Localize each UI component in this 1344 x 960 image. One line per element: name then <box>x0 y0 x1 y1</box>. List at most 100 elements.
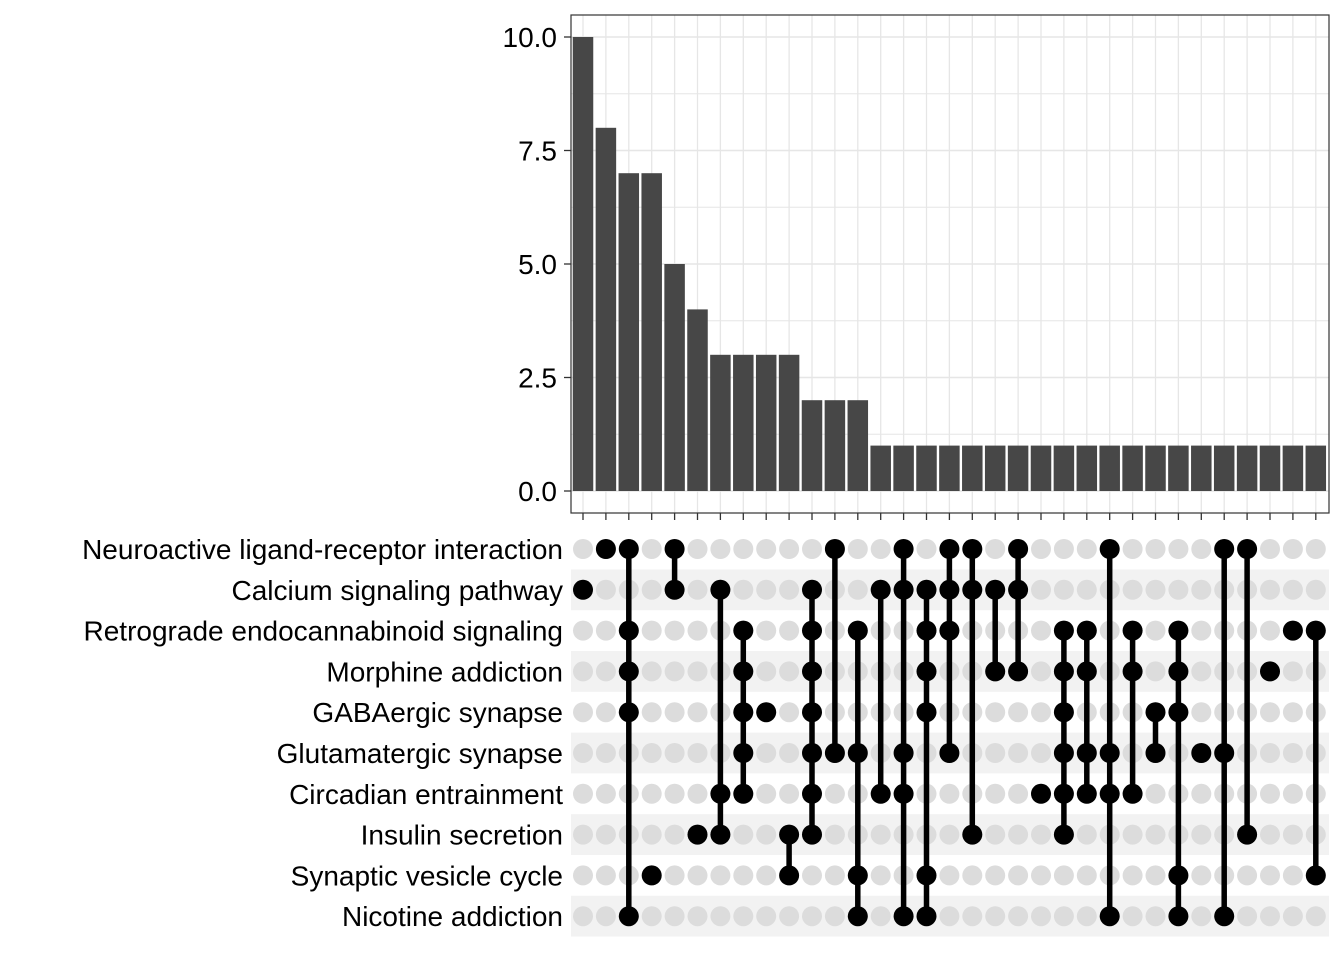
matrix-dot-inactive <box>1076 906 1097 927</box>
matrix-dot-inactive <box>573 661 593 682</box>
bar <box>595 127 617 492</box>
matrix-dot-active <box>1099 783 1120 804</box>
matrix-dot-inactive <box>1145 865 1166 886</box>
matrix-dot-inactive <box>687 743 708 763</box>
set-label: Retrograde endocannabinoid signaling <box>84 616 563 647</box>
matrix-dot-active <box>1053 743 1074 763</box>
matrix-dot-inactive <box>595 906 616 927</box>
matrix-dot-active <box>870 579 891 600</box>
matrix-dot-active <box>1168 661 1189 682</box>
matrix-dot-active <box>939 620 960 641</box>
matrix-dot-inactive <box>1076 539 1097 559</box>
matrix-dot-inactive <box>1008 783 1029 804</box>
y-tick-label: 5.0 <box>518 249 557 280</box>
matrix-dot-active <box>618 661 639 682</box>
matrix-dot-inactive <box>1260 783 1280 804</box>
matrix-dot-active <box>1053 702 1074 723</box>
matrix-dot-active <box>802 743 822 763</box>
matrix-dot-active <box>1260 661 1280 682</box>
bar <box>755 354 777 491</box>
matrix-dot-inactive <box>985 906 1006 927</box>
bar <box>687 309 708 491</box>
bar <box>1236 445 1258 491</box>
matrix-dot-inactive <box>1282 906 1303 927</box>
matrix-dot-active <box>1099 539 1120 559</box>
matrix-dot-active <box>847 743 868 763</box>
matrix-dot-inactive <box>847 539 868 559</box>
matrix-dot-inactive <box>1191 824 1212 845</box>
matrix-dot-inactive <box>687 865 708 886</box>
matrix-dot-inactive <box>1053 865 1074 886</box>
matrix-dot-active <box>1214 743 1235 763</box>
matrix-dot-active <box>962 539 983 559</box>
matrix-dot-inactive <box>1191 865 1212 886</box>
matrix-dot-inactive <box>664 865 685 886</box>
bar <box>1030 445 1052 491</box>
matrix-dot-inactive <box>641 620 662 641</box>
matrix-dot-inactive <box>573 906 593 927</box>
bar <box>916 445 937 491</box>
matrix-dot-active <box>779 865 800 886</box>
set-label: Insulin secretion <box>361 820 563 851</box>
matrix-dot-active <box>893 539 914 559</box>
matrix-dot-active <box>893 783 914 804</box>
bar <box>893 445 914 491</box>
matrix-dot-inactive <box>1122 865 1143 886</box>
matrix-dot-inactive <box>756 539 777 559</box>
matrix-dot-inactive <box>962 865 983 886</box>
matrix-dot-inactive <box>1031 743 1051 763</box>
matrix-dot-inactive <box>573 824 593 845</box>
matrix-dot-active <box>1076 661 1097 682</box>
matrix-dot-inactive <box>1191 539 1212 559</box>
matrix-dot-inactive <box>756 865 777 886</box>
matrix-dot-active <box>802 579 822 600</box>
y-axis: 0.0 2.5 5.0 7.5 10.0 <box>503 22 571 507</box>
y-tick-label: 2.5 <box>518 363 557 394</box>
bar <box>870 445 891 491</box>
matrix-dot-inactive <box>687 579 708 600</box>
matrix-dot-inactive <box>733 906 754 927</box>
matrix-dot-inactive <box>733 539 754 559</box>
matrix-dot-inactive <box>1260 865 1280 886</box>
set-label: Neuroactive ligand-receptor interaction <box>82 534 563 565</box>
matrix-dot-inactive <box>985 783 1006 804</box>
matrix-dot-inactive <box>779 702 800 723</box>
matrix-dot-active <box>710 579 731 600</box>
matrix-dot-inactive <box>687 661 708 682</box>
matrix-dot-active <box>939 743 960 763</box>
y-tick-label: 10.0 <box>503 22 558 53</box>
intersection-matrix <box>573 539 1326 927</box>
matrix-dot-active <box>1076 783 1097 804</box>
matrix-dot-active <box>1053 620 1074 641</box>
matrix-dot-inactive <box>1168 539 1189 559</box>
matrix-dot-inactive <box>1031 539 1051 559</box>
matrix-dot-active <box>779 824 800 845</box>
matrix-dot-inactive <box>870 824 891 845</box>
matrix-dot-inactive <box>1282 702 1303 723</box>
matrix-dot-inactive <box>985 865 1006 886</box>
matrix-dot-inactive <box>595 865 616 886</box>
matrix-dot-inactive <box>733 865 754 886</box>
bar <box>1305 445 1327 491</box>
matrix-dot-inactive <box>802 865 822 886</box>
bar <box>1076 445 1098 491</box>
matrix-dot-active <box>916 702 937 723</box>
matrix-dot-inactive <box>1237 865 1258 886</box>
matrix-dot-active <box>618 906 639 927</box>
bar <box>1282 445 1304 491</box>
matrix-dot-inactive <box>1031 824 1051 845</box>
matrix-dot-active <box>802 783 822 804</box>
matrix-dot-inactive <box>756 620 777 641</box>
bar <box>572 37 594 491</box>
matrix-dot-inactive <box>664 906 685 927</box>
matrix-dot-inactive <box>870 906 891 927</box>
set-label: Nicotine addiction <box>342 901 563 932</box>
matrix-dot-inactive <box>1008 702 1029 723</box>
matrix-dot-inactive <box>779 743 800 763</box>
matrix-dot-inactive <box>985 702 1006 723</box>
matrix-dot-inactive <box>573 620 593 641</box>
matrix-dot-active <box>1282 620 1303 641</box>
matrix-dot-active <box>664 579 685 600</box>
matrix-dot-active <box>893 906 914 927</box>
